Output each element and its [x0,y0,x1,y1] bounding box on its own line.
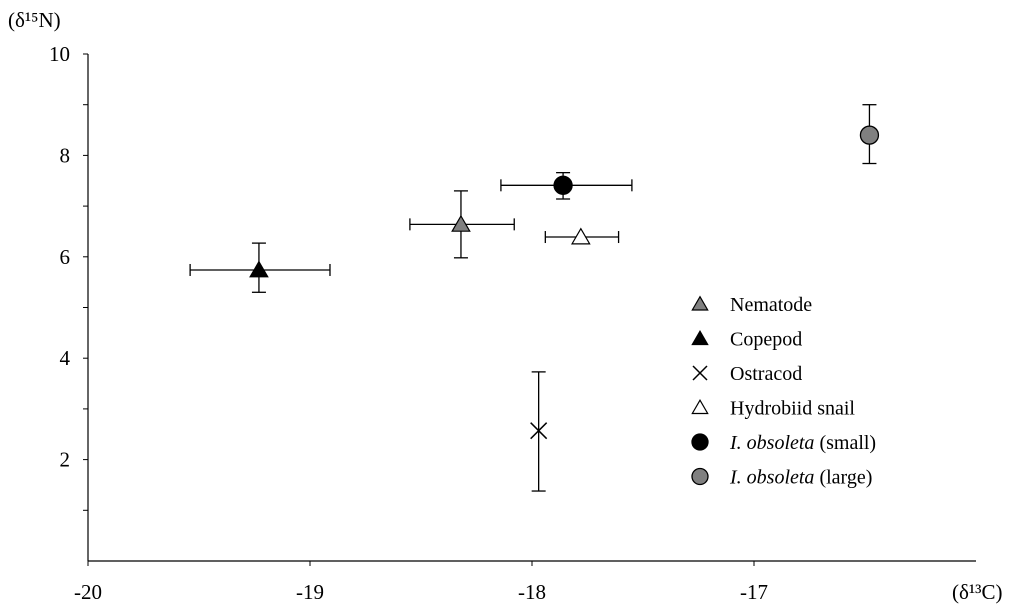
legend-label-rest: (small) [814,432,876,454]
x-tick-label: -20 [74,580,102,604]
x-tick-label: -18 [518,580,546,604]
copepod-point [249,260,269,278]
x-axis-title: (δ¹³C) [952,580,1002,604]
legend-label-copepod: Copepod [730,329,802,351]
legend-label-rest: (large) [814,467,872,489]
legend-label-hydrobiid-snail: Hydrobiid snail [730,398,855,420]
i-obsoleta-large-point [859,125,880,145]
hydrobiid-snail-point [570,227,591,245]
legend-label-italic: I. obsoleta [729,432,814,454]
y-tick-label: 2 [60,448,71,472]
x-tick-label: -17 [740,580,768,604]
y-tick-label: 6 [60,245,71,269]
legend-marker-ostracod [692,365,708,381]
legend-marker-copepod [691,329,709,346]
legend-marker-i-obsoleta-small [691,433,709,451]
x-tick-label: -19 [296,580,324,604]
legend-marker-i-obsoleta-large [691,467,709,486]
legend-label-ostracod: Ostracod [730,363,802,385]
y-axis-title: (δ¹⁵N) [8,8,61,32]
nematode-point [451,214,471,232]
y-tick-label: 10 [49,42,70,66]
legend-marker-hydrobiid-snail [691,398,709,415]
legend-marker-nematode [691,295,709,311]
legend-label-i-obsoleta-small: I. obsoleta (small) [729,432,876,454]
y-tick-label: 4 [60,346,71,370]
legend-label-italic: I. obsoleta [729,467,814,489]
legend-label-nematode: Nematode [730,294,812,316]
i-obsoleta-small-point [553,175,573,195]
y-tick-label: 8 [60,143,71,167]
ostracod-point [530,422,548,440]
legend-label-i-obsoleta-large: I. obsoleta (large) [729,467,872,489]
